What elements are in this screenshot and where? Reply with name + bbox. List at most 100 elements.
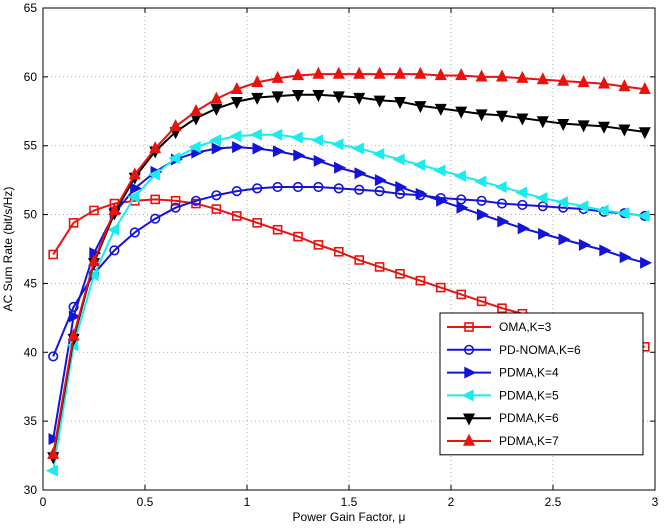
- data-point: [516, 70, 529, 83]
- data-point: [517, 199, 528, 211]
- data-point: [331, 138, 344, 151]
- legend-label: PDMA,K=5: [499, 388, 559, 402]
- y-tick-label: 50: [24, 208, 38, 222]
- data-point: [414, 66, 427, 79]
- data-point: [353, 92, 366, 105]
- data-point: [209, 134, 222, 147]
- data-point: [188, 141, 201, 154]
- legend-marker: [463, 344, 475, 355]
- data-point: [127, 190, 140, 203]
- data-point: [333, 183, 344, 194]
- data-point: [475, 69, 488, 82]
- data-point: [476, 208, 489, 221]
- y-tick-label: 45: [24, 276, 38, 290]
- legend-label: PDMA,K=7: [499, 434, 559, 448]
- data-point: [453, 170, 466, 183]
- data-point: [189, 103, 203, 116]
- x-tick-label: 0.5: [137, 495, 154, 509]
- legend-entry: PDMA,K=4: [447, 366, 559, 380]
- data-point: [109, 245, 120, 256]
- data-point: [251, 92, 264, 105]
- legend-marker: [461, 389, 474, 402]
- data-point: [618, 79, 631, 92]
- data-point: [353, 66, 366, 79]
- x-tick-label: 0: [40, 495, 47, 509]
- data-point: [149, 141, 162, 154]
- data-point: [393, 66, 407, 79]
- data-point: [374, 262, 385, 272]
- data-point: [354, 184, 365, 195]
- legend: OMA,K=3 PD-NOMA,K=6 PDMA,K=4 PDMA,K=5 PDMA,K…: [439, 312, 644, 456]
- data-point: [395, 181, 408, 194]
- data-point: [619, 251, 632, 264]
- data-point: [107, 223, 120, 236]
- data-point: [150, 194, 160, 205]
- x-tick-label: 3: [652, 495, 659, 509]
- data-point: [130, 182, 143, 195]
- data-point: [557, 73, 570, 86]
- data-point: [414, 101, 427, 114]
- data-point: [210, 103, 223, 116]
- series-pdma-k-5: [45, 128, 650, 477]
- data-point: [497, 215, 510, 228]
- data-point: [229, 130, 242, 143]
- data-point: [599, 244, 612, 257]
- data-point: [515, 186, 528, 199]
- data-point: [597, 76, 611, 89]
- data-point: [474, 175, 487, 188]
- data-point: [577, 75, 590, 88]
- y-tick-label: 60: [24, 70, 38, 84]
- data-point: [211, 190, 222, 201]
- legend-entry: PDMA,K=5: [447, 388, 559, 402]
- data-point: [252, 183, 263, 194]
- legend-label: PDMA,K=4: [499, 366, 559, 380]
- data-point: [292, 181, 304, 193]
- data-point: [291, 68, 305, 81]
- data-point: [252, 142, 265, 155]
- y-tick-label: 40: [24, 345, 38, 359]
- legend-marker: [462, 413, 476, 426]
- data-point: [555, 196, 568, 209]
- data-point: [456, 194, 467, 205]
- data-point: [536, 72, 549, 85]
- data-point: [231, 186, 242, 197]
- data-point: [374, 186, 385, 197]
- data-point: [538, 227, 551, 240]
- data-point: [617, 207, 630, 220]
- data-point: [392, 153, 405, 166]
- data-point: [293, 231, 303, 242]
- legend-marker: [462, 433, 476, 446]
- data-point: [251, 75, 264, 88]
- data-point: [334, 161, 347, 174]
- data-point: [68, 310, 81, 323]
- data-point: [638, 81, 651, 94]
- data-point: [272, 181, 283, 193]
- data-point: [618, 124, 631, 137]
- data-point: [311, 134, 324, 147]
- data-point: [89, 247, 102, 260]
- data-point: [48, 433, 61, 446]
- data-point: [45, 464, 58, 477]
- data-point: [169, 119, 182, 132]
- data-point: [168, 152, 181, 165]
- data-point: [312, 66, 325, 79]
- x-tick-label: 1: [244, 495, 251, 509]
- data-point: [333, 246, 344, 257]
- legend-marker: [464, 322, 474, 332]
- data-point: [211, 142, 224, 155]
- axis-ticks: 0 0.5 1 1.5 2 2.5 3 30 35 40 45 50 55 60 65: [24, 1, 659, 509]
- data-point: [351, 142, 364, 155]
- data-point: [415, 187, 428, 200]
- data-point: [272, 145, 285, 158]
- data-point: [640, 256, 653, 269]
- data-point: [47, 446, 60, 459]
- data-point: [373, 95, 386, 108]
- data-point: [476, 296, 487, 307]
- data-point: [456, 201, 469, 214]
- data-point: [395, 268, 405, 279]
- data-point: [252, 218, 262, 228]
- data-point: [576, 200, 589, 213]
- data-point: [249, 128, 262, 141]
- data-point: [67, 328, 80, 341]
- data-point: [537, 201, 548, 212]
